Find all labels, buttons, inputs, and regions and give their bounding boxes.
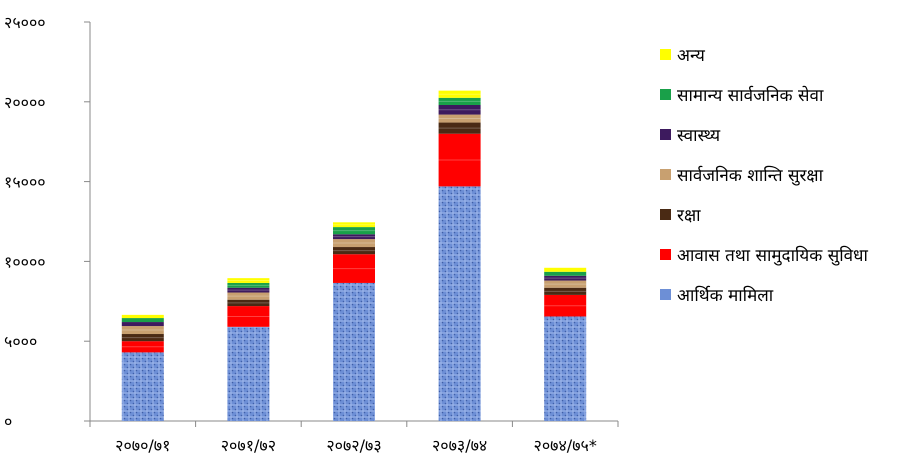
y-tick-label: ५००० (4, 332, 37, 351)
bar-segment (544, 267, 587, 272)
legend-label: रक्षा (677, 205, 701, 226)
legend-label: अन्य (677, 45, 705, 66)
bar-segment (121, 352, 164, 421)
bar-segment (121, 318, 164, 323)
x-tick-label: २०७२/७३ (326, 436, 381, 455)
bar-segment (333, 282, 375, 421)
x-tick-label: २०७०/७१ (115, 436, 170, 455)
bar-segment (438, 133, 481, 187)
y-tick-label: १०००० (4, 252, 46, 271)
bar-segment (333, 247, 375, 255)
bar-segment (227, 299, 270, 307)
legend-swatch (660, 48, 671, 60)
x-axis-ticks: २०७०/७१ २०७१/७२ २०७२/७३ २०७३/७४ २०७४/७५* (89, 421, 619, 455)
x-tick-label: २०७४/७५* (534, 436, 597, 455)
bar-segment (121, 334, 164, 342)
bar-segment (544, 316, 587, 421)
bar-segment (438, 104, 481, 115)
bar-segment (544, 287, 587, 295)
legend-swatch (660, 288, 671, 300)
bar-segment (333, 234, 375, 240)
legend-label: आवास तथा सामुदायिक सुविधा (677, 245, 868, 266)
legend-item: आवास तथा सामुदायिक सुविधा (660, 234, 910, 274)
y-tick-label: २५००० (4, 13, 46, 32)
x-tick-label: २०७१/७२ (221, 436, 276, 455)
bars (121, 90, 587, 421)
bar-segment (544, 271, 587, 276)
legend-item: आर्थिक मामिला (660, 274, 910, 314)
legend-item: अन्य (660, 34, 910, 74)
bar-segment (121, 341, 164, 353)
bar-segment (438, 97, 481, 105)
bar-segment (544, 280, 587, 288)
legend-swatch (660, 208, 671, 220)
bar-segment (227, 326, 270, 421)
legend-item: स्वास्थ्य (660, 114, 910, 154)
bar-segment (438, 122, 481, 134)
bar-segment (227, 292, 270, 300)
bar-segment (438, 186, 481, 421)
legend-label: स्वास्थ्य (677, 125, 721, 146)
legend: अन्य सामान्य सार्वजनिक सेवा स्वास्थ्य सार्व… (660, 34, 910, 314)
bar-segment (544, 294, 587, 317)
bar-segment (121, 314, 164, 319)
bar-segment (544, 275, 587, 281)
bar-segment (438, 90, 481, 98)
y-axis-ticks: ० ५००० १०००० १५००० २०००० २५००० (4, 13, 90, 431)
legend-label: सामान्य सार्वजनिक सेवा (677, 85, 824, 106)
bar-segment (227, 278, 270, 283)
legend-label: आर्थिक मामिला (677, 285, 774, 306)
legend-item: रक्षा (660, 194, 910, 234)
x-tick-label: २०७३/७४ (432, 436, 487, 455)
legend-item: सामान्य सार्वजनिक सेवा (660, 74, 910, 114)
bar-segment (438, 114, 481, 123)
legend-swatch (660, 88, 671, 100)
legend-item: सार्वजनिक शान्ति सुरक्षा (660, 154, 910, 194)
bar-segment (333, 254, 375, 283)
legend-swatch (660, 248, 671, 260)
bar-segment (333, 239, 375, 248)
legend-swatch (660, 128, 671, 140)
y-tick-label: ० (4, 412, 12, 431)
y-tick-label: २०००० (4, 93, 46, 112)
bar-segment (333, 227, 375, 235)
legend-label: सार्वजनिक शान्ति सुरक्षा (677, 165, 823, 186)
legend-swatch (660, 168, 671, 180)
y-tick-label: १५००० (4, 173, 46, 192)
bar-segment (333, 222, 375, 228)
bar-segment (121, 322, 164, 327)
bar-segment (227, 287, 270, 293)
bar-segment (121, 326, 164, 335)
bar-segment (227, 282, 270, 288)
bar-segment (227, 306, 270, 327)
